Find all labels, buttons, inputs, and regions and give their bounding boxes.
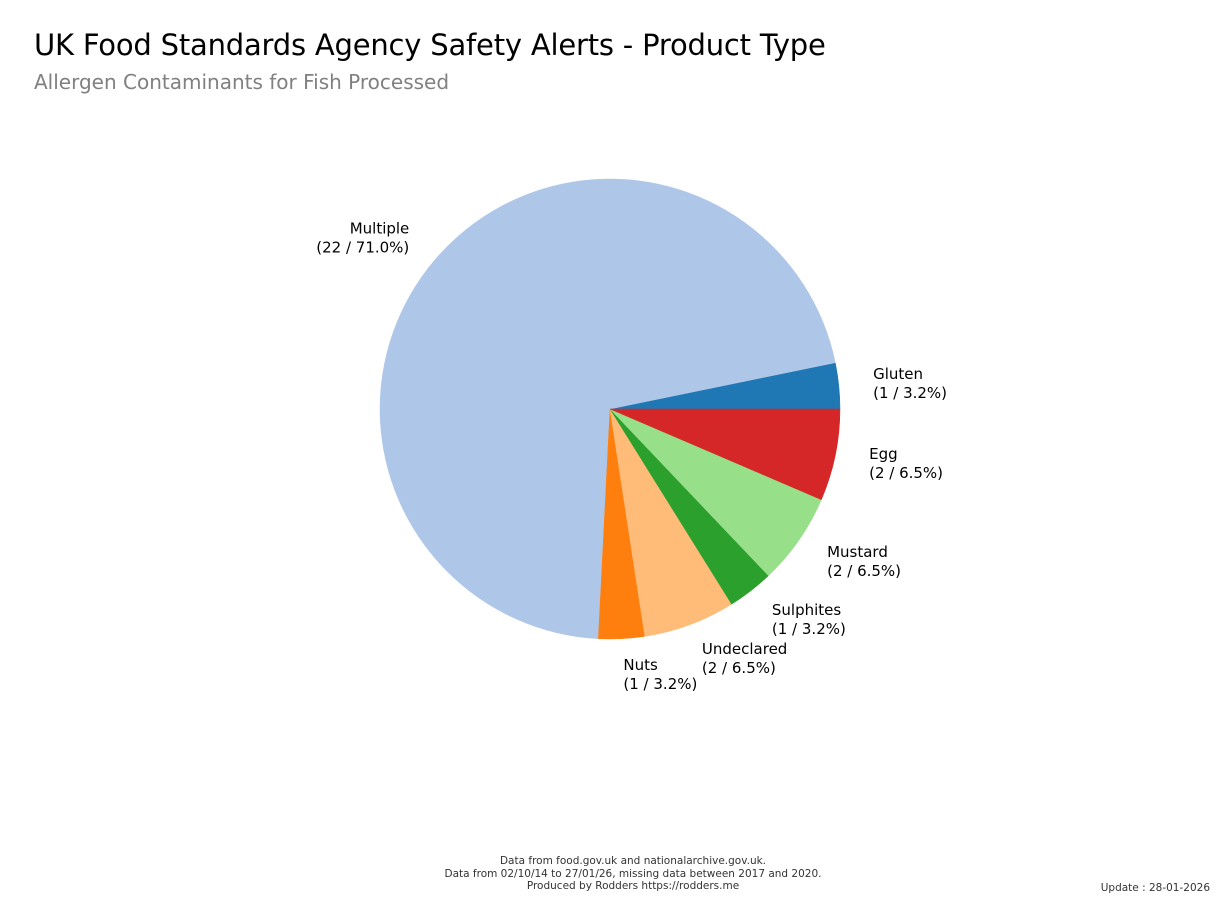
footer-line-source: Data from food.gov.uk and nationalarchiv…: [499, 855, 767, 867]
pie-label-value: (2 / 6.5%): [702, 659, 776, 677]
pie-label-name: Egg: [869, 445, 898, 463]
update-date: Update : 28-01-2026: [1100, 882, 1210, 894]
pie-label-value: (1 / 3.2%): [873, 384, 947, 402]
pie-label-name: Mustard: [827, 543, 888, 561]
pie-label-name: Multiple: [350, 220, 410, 238]
pie-label-name: Sulphites: [772, 601, 842, 619]
pie-label-nuts: Nuts (1 / 3.2%): [623, 656, 697, 693]
footer-line-credit: Produced by Rodders https://rodders.me: [526, 880, 740, 892]
pie-label-gluten: Gluten (1 / 3.2%): [873, 365, 947, 402]
pie-label-undeclared: Undeclared (2 / 6.5%): [702, 640, 787, 677]
pie-label-multiple: Multiple (22 / 71.0%): [316, 220, 409, 257]
pie-slice-egg: [609, 408, 841, 501]
pie-slices: [379, 178, 841, 640]
footer-source-notes: Data from food.gov.uk and nationalarchiv…: [0, 855, 1220, 893]
pie-label-value: (1 / 3.2%): [772, 620, 846, 638]
pie-label-sulphites: Sulphites (1 / 3.2%): [772, 601, 846, 638]
chart-title: UK Food Standards Agency Safety Alerts -…: [34, 28, 826, 62]
pie-label-name: Gluten: [873, 365, 923, 383]
pie-label-egg: Egg (2 / 6.5%): [869, 445, 943, 482]
pie-labels: Gluten (1 / 3.2%)Multiple (22 / 71.0%)Nuts…: [316, 220, 947, 694]
pie-label-value: (1 / 3.2%): [623, 675, 697, 693]
pie-label-name: Undeclared: [702, 640, 787, 658]
footer-line-range: Data from 02/10/14 to 27/01/26, missing …: [444, 867, 822, 880]
pie-label-name: Nuts: [623, 656, 658, 674]
pie-label-mustard: Mustard (2 / 6.5%): [827, 543, 901, 580]
pie-slice-multiple: [379, 178, 836, 639]
pie-label-value: (2 / 6.5%): [869, 464, 943, 482]
pie-label-value: (2 / 6.5%): [827, 562, 901, 580]
pie-label-value: (22 / 71.0%): [316, 239, 409, 257]
chart-subtitle: Allergen Contaminants for Fish Processed: [34, 70, 450, 94]
